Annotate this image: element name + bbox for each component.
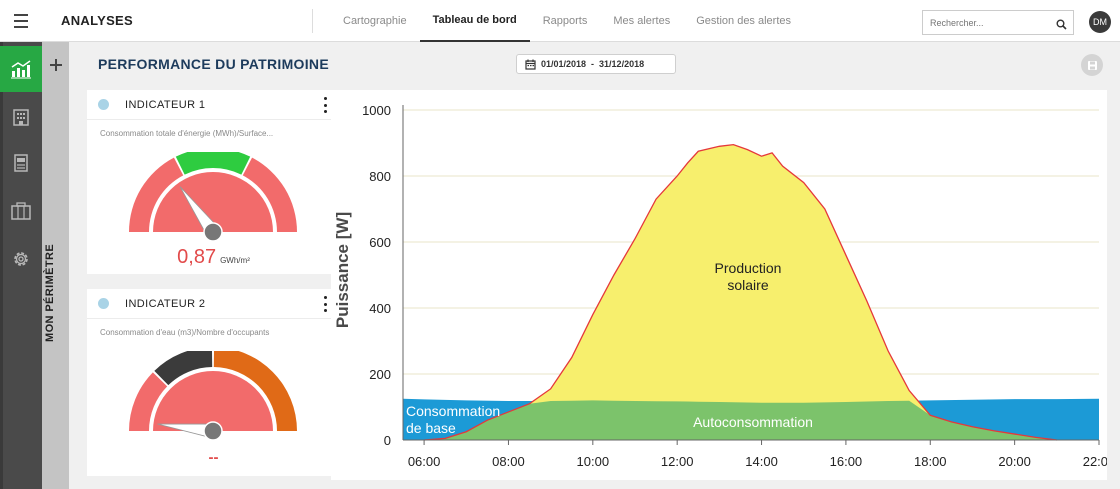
nav-tab-gestion-des-alertes[interactable]: Gestion des alertes bbox=[696, 15, 792, 27]
y-tick-label: 600 bbox=[369, 235, 391, 250]
sidebar-item-projects[interactable] bbox=[0, 188, 42, 234]
indicator-title: INDICATEUR 2 bbox=[125, 298, 206, 310]
card-header: INDICATEUR 2 bbox=[87, 289, 340, 319]
indicator-subtitle: Consommation totale d'énergie (MWh)/Surf… bbox=[100, 129, 274, 138]
sidebar-item-settings[interactable] bbox=[0, 236, 42, 282]
perimeter-label[interactable]: MON PÉRIMÈTRE bbox=[44, 243, 56, 342]
sidebar-item-documents[interactable] bbox=[0, 140, 42, 186]
indicator-unit: GWh/m² bbox=[220, 256, 250, 265]
add-perimeter-button[interactable] bbox=[45, 54, 67, 76]
card-header: INDICATEUR 1 bbox=[87, 90, 340, 120]
chart-analytics-icon bbox=[11, 60, 31, 79]
nav-divider bbox=[312, 9, 313, 33]
power-chart: 0 200 400 600 800 1000 Production solaire Autoco… bbox=[331, 90, 1107, 480]
series-label-base: de base bbox=[406, 420, 456, 436]
gauge-segment bbox=[213, 351, 297, 431]
indicator-title: INDICATEUR 1 bbox=[125, 99, 206, 111]
x-tick-label: 12:00 bbox=[661, 454, 694, 469]
card-menu-icon[interactable] bbox=[321, 295, 329, 313]
search-icon[interactable] bbox=[1056, 17, 1067, 35]
nav-tab-tableau-de-bord[interactable]: Tableau de bord bbox=[419, 0, 530, 42]
x-tick-label: 22:00 bbox=[1083, 454, 1107, 469]
series-label-solar: solaire bbox=[727, 277, 768, 293]
gauge-face bbox=[153, 371, 273, 431]
x-tick-label: 08:00 bbox=[492, 454, 525, 469]
document-icon bbox=[14, 154, 28, 172]
x-tick-label: 16:00 bbox=[830, 454, 863, 469]
series-label-solar: Production bbox=[715, 260, 782, 276]
search-input[interactable] bbox=[923, 11, 1047, 34]
indicator-value: 0,87 bbox=[177, 246, 217, 268]
gauge-segment bbox=[129, 372, 168, 431]
floppy-disk-icon bbox=[1087, 60, 1097, 70]
y-tick-label: 400 bbox=[369, 301, 391, 316]
x-tick-label: 06:00 bbox=[408, 454, 441, 469]
indicator-status-dot bbox=[98, 99, 109, 110]
gear-icon bbox=[14, 252, 28, 266]
y-tick-label: 1000 bbox=[362, 103, 391, 118]
gauge-segment bbox=[154, 351, 213, 386]
y-axis-label: Puissance [W] bbox=[333, 212, 352, 328]
indicator-value: -- bbox=[208, 449, 219, 466]
user-avatar[interactable]: DM bbox=[1089, 11, 1111, 33]
save-button[interactable] bbox=[1081, 54, 1103, 76]
building-icon bbox=[13, 109, 29, 126]
gauge-segment bbox=[242, 157, 297, 232]
y-tick-label: 200 bbox=[369, 367, 391, 382]
gauge-segment bbox=[175, 152, 251, 175]
series-solar-production-line bbox=[424, 143, 1057, 441]
perimeter-panel: MON PÉRIMÈTRE bbox=[42, 42, 69, 489]
gauge-face bbox=[153, 172, 273, 232]
indicator-gauge bbox=[129, 152, 297, 242]
briefcase-icon bbox=[11, 202, 31, 220]
indicator-subtitle: Consommation d'eau (m3)/Nombre d'occupan… bbox=[100, 328, 270, 337]
gauge-hub bbox=[203, 421, 223, 441]
indicator-card-2: INDICATEUR 2 Consommation d'eau (m3)/Nom… bbox=[87, 289, 340, 476]
series-label-base: Consommation bbox=[406, 403, 500, 419]
x-tick-label: 20:00 bbox=[998, 454, 1031, 469]
gauge-segment bbox=[129, 157, 184, 232]
sidebar-item-patrimoine[interactable] bbox=[0, 94, 42, 140]
plus-icon bbox=[50, 59, 62, 71]
card-menu-icon[interactable] bbox=[321, 96, 329, 114]
app-title: ANALYSES bbox=[61, 13, 133, 28]
y-tick-label: 800 bbox=[369, 169, 391, 184]
nav-tab-mes-alertes[interactable]: Mes alertes bbox=[613, 15, 671, 27]
indicator-card-1: INDICATEUR 1 Consommation totale d'énerg… bbox=[87, 90, 340, 274]
date-range-text: 01/01/2018 - 31/12/2018 bbox=[541, 59, 645, 69]
calendar-icon bbox=[525, 59, 536, 70]
gauge-hub bbox=[203, 222, 223, 242]
nav-tab-cartographie[interactable]: Cartographie bbox=[343, 15, 407, 27]
indicator-status-dot bbox=[98, 298, 109, 309]
x-tick-label: 18:00 bbox=[914, 454, 947, 469]
sidebar-edge bbox=[0, 42, 3, 489]
nav-tab-rapports[interactable]: Rapports bbox=[542, 15, 588, 27]
indicator-value-block: 0,87 GWh/m² bbox=[87, 246, 340, 269]
series-solar-production-area bbox=[424, 144, 1057, 440]
sidebar-item-analyses[interactable] bbox=[0, 46, 42, 92]
main-nav: Cartographie Tableau de bord Rapports Me… bbox=[330, 0, 804, 42]
date-range-picker[interactable]: 01/01/2018 - 31/12/2018 bbox=[516, 54, 676, 74]
indicator-gauge bbox=[129, 351, 297, 441]
page-title: PERFORMANCE DU PATRIMOINE bbox=[98, 56, 329, 72]
y-tick-label: 0 bbox=[384, 433, 391, 448]
x-tick-label: 10:00 bbox=[577, 454, 610, 469]
series-label-autoconsumption: Autoconsommation bbox=[693, 414, 813, 430]
x-tick-label: 14:00 bbox=[745, 454, 778, 469]
search-box bbox=[922, 10, 1074, 35]
left-sidebar bbox=[0, 42, 42, 489]
series-autoconsumption-area bbox=[424, 400, 1057, 440]
hamburger-icon[interactable] bbox=[0, 0, 42, 42]
top-bar: ANALYSES Cartographie Tableau de bord Ra… bbox=[0, 0, 1120, 42]
